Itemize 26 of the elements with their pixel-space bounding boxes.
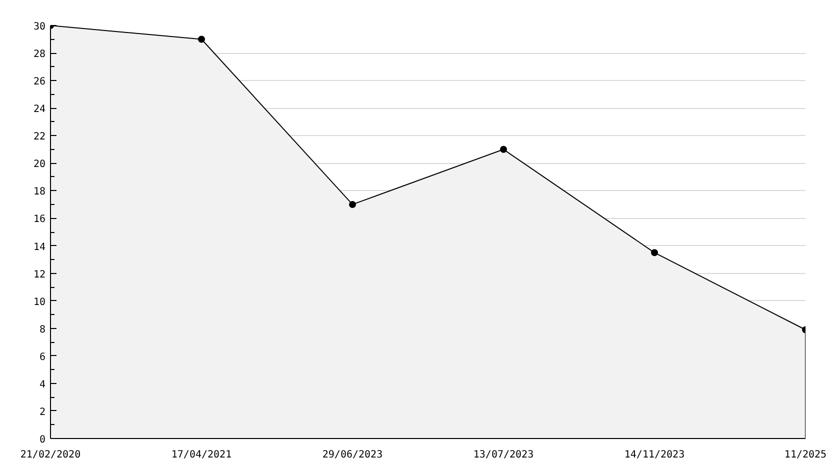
point	[651, 249, 658, 256]
y-tick-label: 16	[33, 214, 46, 226]
y-tick-label: 0	[39, 434, 46, 446]
y-tick-label: 24	[33, 104, 46, 116]
y-tick-label: 28	[33, 49, 46, 60]
x-tick-label: 29/06/2023	[322, 450, 383, 460]
y-tick-label: 12	[33, 269, 46, 280]
y-tick-label: 26	[33, 76, 46, 88]
point	[500, 146, 507, 153]
x-tick-label: 11/2025	[784, 450, 827, 460]
y-tick-label: 22	[33, 132, 46, 143]
y-tick-label: 14	[33, 242, 46, 253]
y-tick-label: 20	[33, 159, 46, 170]
x-tick-label: 17/04/2021	[171, 450, 232, 460]
y-tick-label: 10	[33, 296, 46, 308]
y-tick-label: 4	[39, 379, 46, 390]
y-tick-label: 18	[33, 186, 46, 198]
point	[349, 200, 356, 208]
x-tick-label: 21/02/2020	[20, 450, 81, 460]
x-tick-label: 14/11/2023	[624, 450, 685, 460]
y-tick-label: 8	[39, 324, 46, 336]
y-tick-label: 2	[39, 406, 46, 418]
x-tick-label: 13/07/2023	[473, 450, 534, 460]
point	[198, 36, 205, 43]
y-tick-label: 6	[39, 352, 46, 363]
y-tick-label: 30	[33, 22, 46, 32]
